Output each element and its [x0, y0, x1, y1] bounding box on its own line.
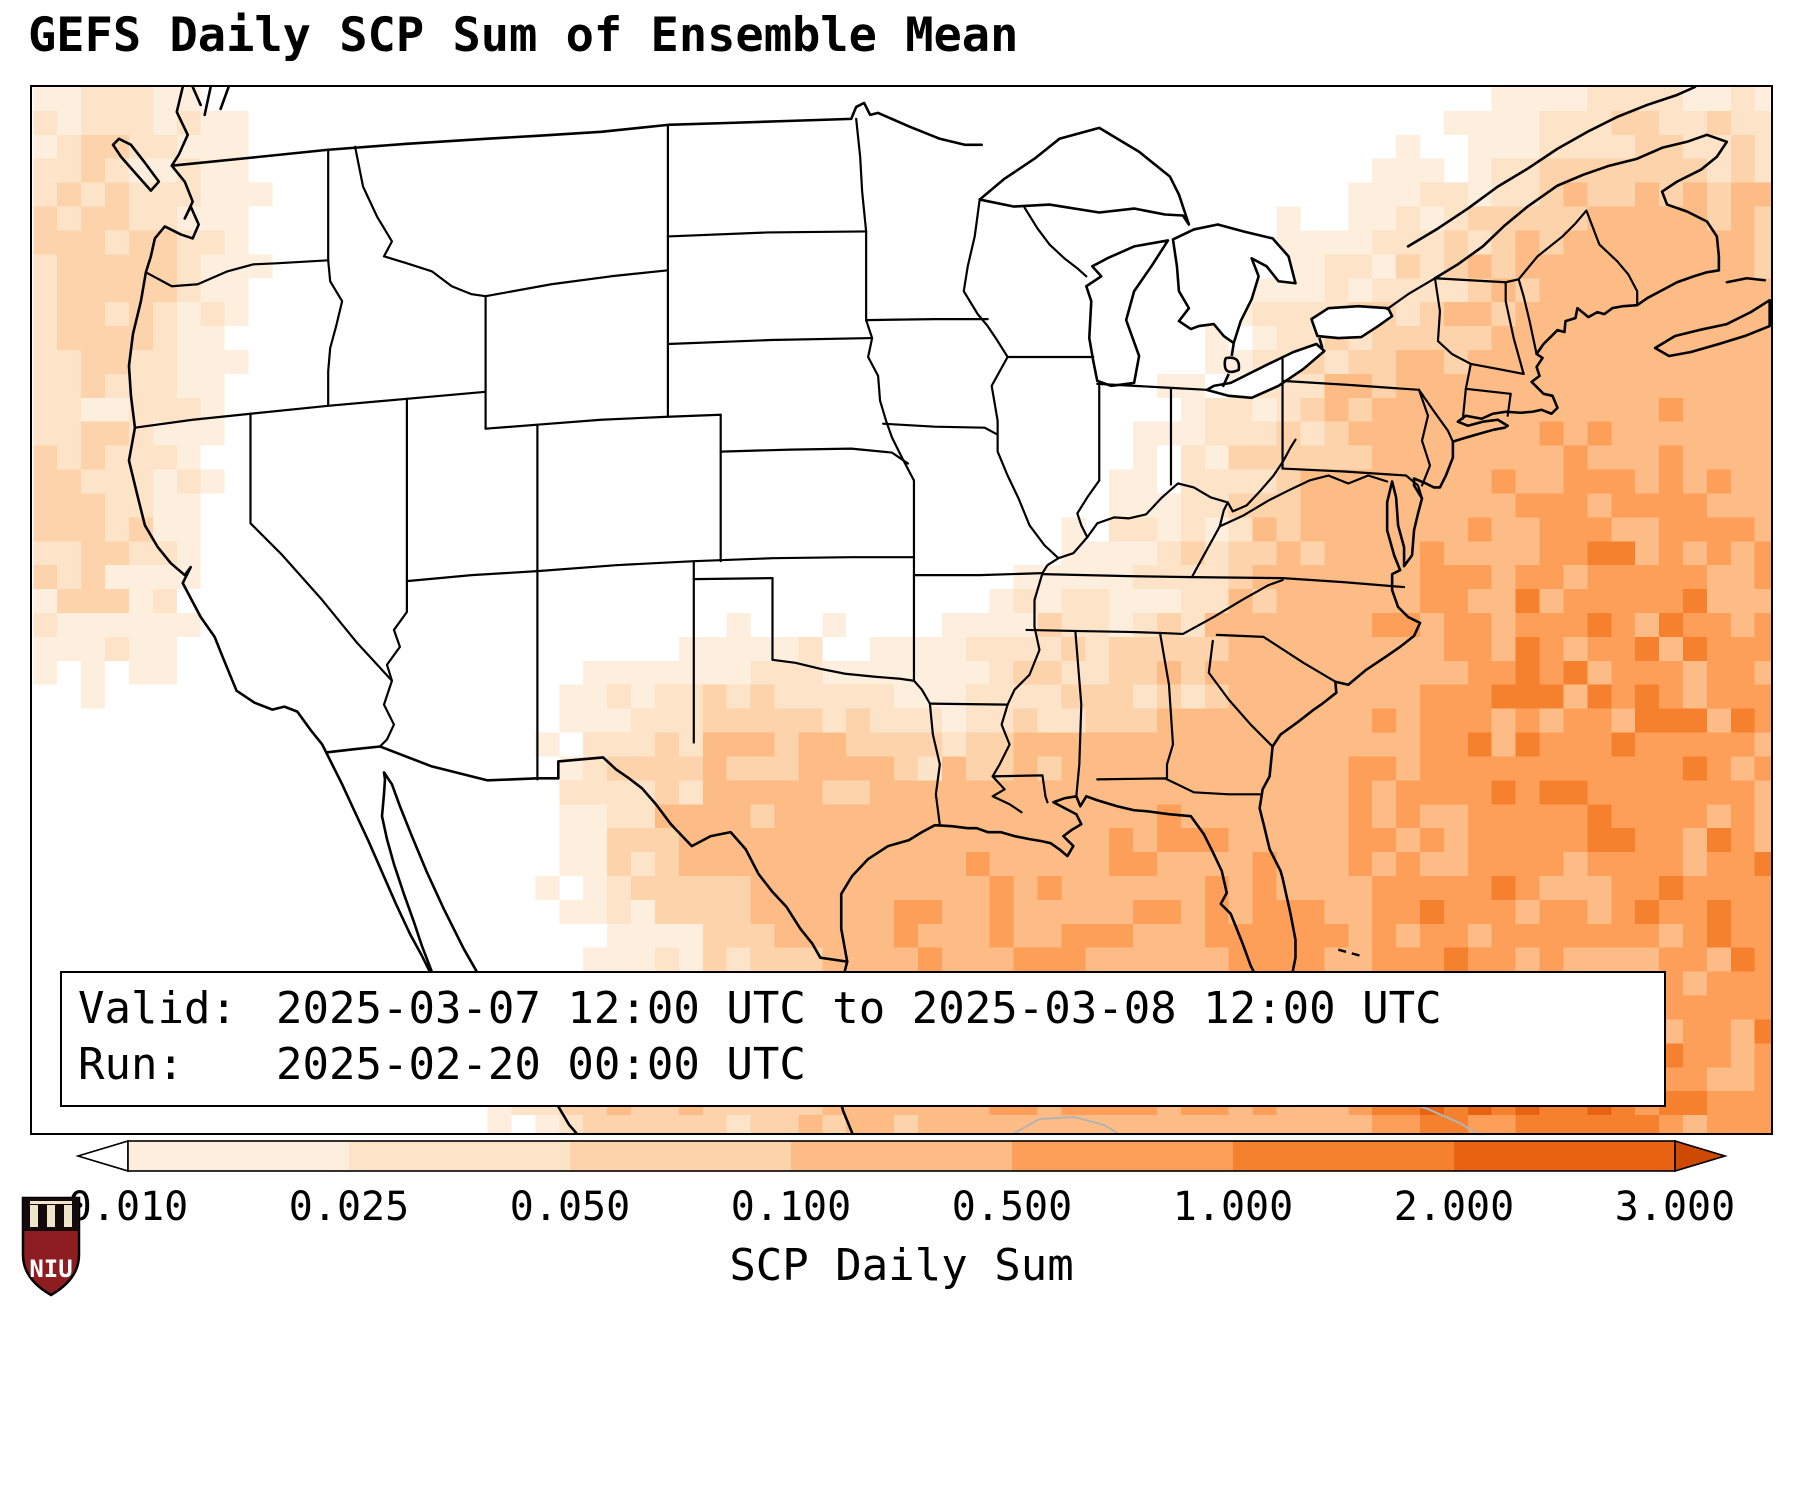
pacific-coast [127, 87, 578, 1133]
colorbar-label: SCP Daily Sum [729, 1240, 1074, 1291]
colorbar-tick: 0.500 [951, 1184, 1073, 1230]
bc-fjords [191, 87, 230, 117]
niu-logo: NIU [20, 1194, 82, 1300]
valid-value: 2025-03-07 12:00 UTC to 2025-03-08 12:00… [276, 983, 1442, 1034]
great-lakes [978, 126, 1394, 400]
conus-map: Valid: 2025-03-07 12:00 UTC to 2025-03-08… [30, 85, 1773, 1135]
validity-info-box: Valid: 2025-03-07 12:00 UTC to 2025-03-08… [60, 971, 1666, 1107]
st-lawrence-south-shore [1433, 133, 1729, 280]
map-svg [33, 87, 1771, 1133]
mexico-border [324, 745, 849, 963]
lake-superior [978, 126, 1191, 226]
run-value: 2025-02-20 00:00 UTC [276, 1039, 806, 1090]
valid-label: Valid: [78, 983, 237, 1034]
run-time-row: Run: 2025-02-20 00:00 UTC [78, 1037, 1654, 1093]
colorbar-tick: 0.025 [288, 1184, 410, 1230]
colorbar-svg [75, 1139, 1728, 1173]
colorbar-tick: 0.100 [730, 1184, 852, 1230]
run-label: Run: [78, 1039, 184, 1090]
lake-erie [1205, 342, 1326, 400]
colorbar-tick-labels: 0.010 0.025 0.050 0.100 0.500 1.000 2.000 3.000 [68, 1184, 1735, 1234]
coastline-layer [111, 87, 1771, 1133]
vancouver-island [111, 137, 161, 192]
gulf-atlantic-coast [828, 269, 1721, 1133]
lake-st-clair [1221, 337, 1324, 388]
canada-border-west [170, 101, 983, 167]
colorbar-tick: 3.000 [1614, 1184, 1736, 1230]
niu-shield-icon: NIU [21, 1196, 81, 1297]
nova-scotia [1653, 298, 1771, 358]
page-title: GEFS Daily SCP Sum of Ensemble Mean [28, 8, 1019, 63]
colorbar [74, 1139, 1729, 1173]
st-lawrence-north-shore [1406, 87, 1697, 248]
colorbar-tick: 0.050 [509, 1184, 631, 1230]
lake-michigan [1084, 239, 1170, 388]
niu-logo-text: NIU [29, 1255, 72, 1283]
valid-time-row: Valid: 2025-03-07 12:00 UTC to 2025-03-08… [78, 981, 1654, 1037]
colorbar-tick: 2.000 [1393, 1184, 1515, 1230]
lake-ontario [1310, 304, 1394, 340]
lake-huron [1171, 223, 1297, 345]
prince-edward-island [1725, 276, 1766, 284]
colorbar-tick: 0.010 [67, 1184, 189, 1230]
colorbar-tick: 1.000 [1172, 1184, 1294, 1230]
state-borders [133, 117, 1639, 827]
